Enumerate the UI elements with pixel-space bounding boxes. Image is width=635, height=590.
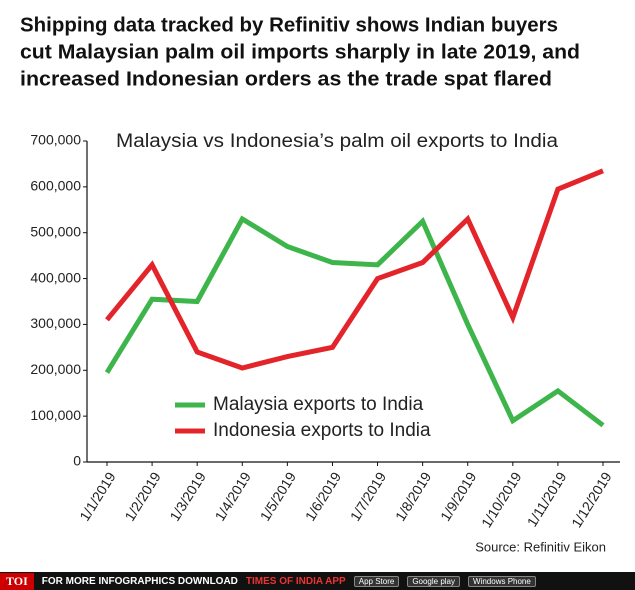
series-line (104, 215, 605, 428)
chart-title: increased Indonesian orders as the trade… (20, 68, 552, 90)
x-tick-label: 1/9/2019 (437, 469, 480, 524)
y-tick-label: 200,000 (30, 361, 81, 377)
y-tick-label: 400,000 (30, 269, 81, 285)
x-tick-label: 1/8/2019 (392, 469, 435, 524)
x-tick-label: 1/2/2019 (121, 469, 164, 524)
x-tick-label: 1/1/2019 (76, 469, 119, 524)
legend-label: Malaysia exports to India (213, 394, 424, 415)
chart-title: Shipping data tracked by Refinitiv shows… (20, 14, 558, 36)
footer: TOI FOR MORE INFOGRAPHICS DOWNLOAD TIMES… (0, 572, 635, 590)
x-tick-label: 1/7/2019 (347, 469, 390, 524)
source: Source: Refinitiv Eikon (475, 539, 606, 554)
y-tick-label: 600,000 (30, 178, 81, 194)
x-tick-label: 1/4/2019 (212, 469, 255, 524)
brand: TOI (0, 572, 34, 590)
series-line (105, 168, 604, 371)
x-tick-label: 1/12/2019 (568, 469, 615, 530)
store-badge[interactable]: Google play (407, 575, 461, 587)
chart-subtitle: Malaysia vs Indonesia’s palm oil exports… (116, 131, 558, 152)
x-tick-label: 1/10/2019 (478, 469, 525, 530)
x-tick-label: 1/6/2019 (302, 469, 345, 524)
x-tick-label: 1/3/2019 (166, 469, 209, 524)
store-badge[interactable]: Windows Phone (468, 575, 536, 587)
footer-text: FOR MORE INFOGRAPHICS DOWNLOAD (41, 575, 238, 587)
y-tick-label: 300,000 (30, 315, 81, 331)
y-tick-label: 700,000 (30, 132, 81, 148)
x-tick-label: 1/11/2019 (524, 469, 570, 530)
app-name: TIMES OF INDIA APP (245, 575, 346, 587)
y-tick-label: 500,000 (30, 223, 81, 239)
legend-label: Indonesia exports to India (213, 420, 431, 441)
x-tick-label: 1/5/2019 (257, 469, 300, 524)
y-tick-label: 0 (73, 453, 81, 469)
chart: Shipping data tracked by Refinitiv shows… (20, 14, 620, 554)
store-badge[interactable]: App Store (353, 575, 400, 587)
y-tick-label: 100,000 (30, 407, 81, 423)
chart-title: cut Malaysian palm oil imports sharply i… (20, 41, 580, 63)
